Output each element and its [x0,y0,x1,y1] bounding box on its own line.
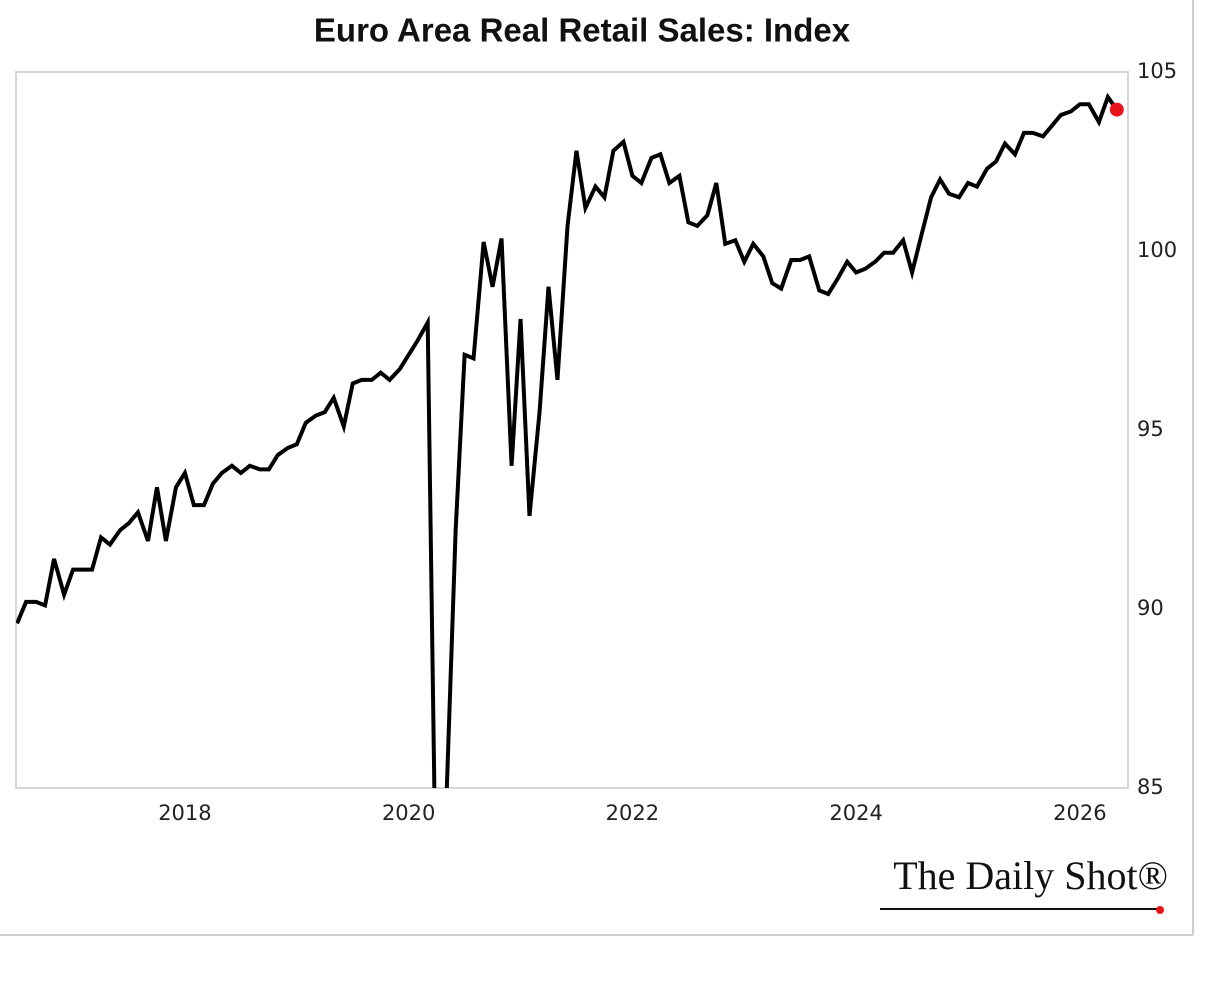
last-point [1109,102,1124,117]
chart-title: Euro Area Real Retail Sales: Index [314,12,851,49]
logo-dot [1156,906,1164,914]
plot-area [15,71,1129,789]
x-tick-label: 2020 [382,801,435,825]
x-tick-label: 2026 [1053,801,1106,825]
x-tick-label: 2022 [606,801,659,825]
y-tick-label: 105 [1137,59,1177,83]
y-tick-label: 100 [1137,238,1177,262]
y-tick-label: 95 [1137,417,1164,441]
logo: The Daily Shot® [880,853,1168,914]
x-tick-label: 2024 [829,801,882,825]
x-tick-label: 2018 [158,801,211,825]
source-logo: The Daily Shot® [893,853,1168,898]
y-tick-label: 90 [1137,596,1164,620]
y-tick-label: 85 [1137,775,1164,799]
data-line [16,92,1119,788]
plot-layer [16,92,1119,788]
